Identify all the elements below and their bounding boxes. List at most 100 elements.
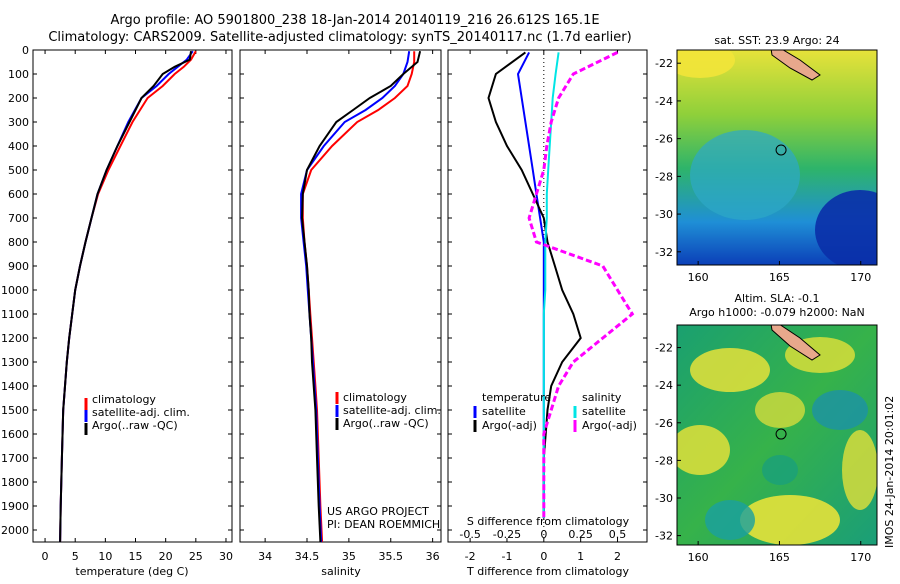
temperature-xlabel: temperature (deg C) bbox=[75, 565, 188, 578]
x-tick-label: 34 bbox=[258, 550, 272, 563]
temperature-panel: 0 5 10 15 20 25 300100200300400500600700800900… bbox=[1, 44, 233, 578]
lat-tick-label: -24 bbox=[655, 379, 673, 392]
x-tick-label: 35.5 bbox=[379, 550, 404, 563]
land-mass bbox=[770, 50, 821, 81]
sst-map: sat. SST: 23.9 Argo: 24 160 165 170 -22 -24 -… bbox=[655, 34, 878, 284]
legend-argo: Argo(..raw -QC) bbox=[343, 417, 429, 430]
y-tick-label: 800 bbox=[8, 236, 29, 249]
legend-s-argo: Argo(-adj) bbox=[582, 419, 637, 432]
temperature-legend: climatology satellite-adj. clim. Argo(..… bbox=[84, 393, 190, 435]
legend-t-argo: Argo(-adj) bbox=[482, 419, 537, 432]
x-tick-label: -2 bbox=[465, 550, 476, 563]
y-tick-label: 700 bbox=[8, 212, 29, 225]
x-tick-label: 30 bbox=[219, 550, 233, 563]
lat-tick-label: -28 bbox=[655, 170, 673, 183]
x-tick-label: 1 bbox=[577, 550, 584, 563]
x-tick-label: 25 bbox=[189, 550, 203, 563]
salinity-plot-frame bbox=[239, 49, 442, 543]
y-tick-label: 300 bbox=[8, 116, 29, 129]
legend-s-satellite: satellite bbox=[582, 405, 626, 418]
sla-map: Altim. SLA: -0.1 Argo h1000: -0.079 h200… bbox=[655, 292, 878, 564]
lon-tick-label: 170 bbox=[850, 551, 871, 564]
lat-tick-label: -30 bbox=[655, 492, 673, 505]
legend-t-satellite: satellite bbox=[482, 405, 526, 418]
series-line-argo--adj- bbox=[527, 51, 635, 518]
y-tick-label: 200 bbox=[8, 92, 29, 105]
y-tick-label: 1400 bbox=[1, 380, 29, 393]
legend-climatology: climatology bbox=[343, 391, 407, 404]
y-tick-label: 1500 bbox=[1, 404, 29, 417]
sla-map-title-1: Altim. SLA: -0.1 bbox=[734, 292, 819, 305]
lon-tick-label: 165 bbox=[769, 551, 790, 564]
lon-tick-label: 160 bbox=[688, 271, 709, 284]
x2-tick-label: -0.25 bbox=[493, 528, 521, 541]
x-tick-label: 20 bbox=[159, 550, 173, 563]
y-tick-label: 1100 bbox=[1, 308, 29, 321]
y-tick-label: 1800 bbox=[1, 476, 29, 489]
sla-map-frame bbox=[676, 324, 878, 546]
series-line-satellite bbox=[516, 51, 545, 518]
x-tick-label: 10 bbox=[98, 550, 112, 563]
header-line2: Climatology: CARS2009. Satellite-adjuste… bbox=[48, 30, 631, 45]
series-line-argo---raw--qc- bbox=[300, 50, 422, 543]
lat-tick-label: -26 bbox=[655, 417, 673, 430]
x-tick-label: 15 bbox=[129, 550, 143, 563]
s-difference-label: S difference from climatology bbox=[467, 515, 630, 528]
y-tick-label: 400 bbox=[8, 140, 29, 153]
legend-satellite: satellite-adj. clim. bbox=[343, 404, 441, 417]
sst-map-frame bbox=[676, 49, 878, 266]
sst-map-title: sat. SST: 23.9 Argo: 24 bbox=[714, 34, 839, 47]
lon-tick-label: 165 bbox=[769, 271, 790, 284]
lat-tick-label: -26 bbox=[655, 133, 673, 146]
x2-tick-label: 0.25 bbox=[568, 528, 593, 541]
sst-map-field bbox=[677, 50, 877, 265]
series-line-satellite-adj--clim- bbox=[59, 50, 194, 543]
difference-plot-frame bbox=[447, 49, 648, 543]
x-tick-label: 0 bbox=[540, 550, 547, 563]
x2-tick-label: -0.5 bbox=[459, 528, 480, 541]
x-tick-label: 0 bbox=[42, 550, 49, 563]
y-tick-label: 1000 bbox=[1, 284, 29, 297]
series-line-argo---raw--qc- bbox=[59, 51, 192, 543]
lat-tick-label: -32 bbox=[655, 530, 673, 543]
x-tick-label: 2 bbox=[614, 550, 621, 563]
y-tick-label: 2000 bbox=[1, 524, 29, 537]
x2-tick-label: 0.5 bbox=[609, 528, 627, 541]
series-line-climatology bbox=[301, 51, 416, 543]
y-tick-label: 0 bbox=[22, 44, 29, 57]
land-mass bbox=[770, 325, 821, 361]
lon-tick-label: 170 bbox=[850, 271, 871, 284]
lat-tick-label: -30 bbox=[655, 208, 673, 221]
salinity-legend: climatology satellite-adj. clim. Argo(..… bbox=[335, 391, 441, 430]
series-line-argo--adj- bbox=[487, 51, 582, 518]
y-tick-label: 1900 bbox=[1, 500, 29, 513]
legend-satellite: satellite-adj. clim. bbox=[92, 406, 190, 419]
y-tick-label: 1300 bbox=[1, 356, 29, 369]
difference-legend: temperature salinity satellite Argo(-adj… bbox=[473, 391, 637, 432]
salinity-panel: 34 34.5 35 35.5 36 salinity climatology sate… bbox=[239, 49, 442, 578]
y-tick-label: 500 bbox=[8, 164, 29, 177]
y-tick-label: 1700 bbox=[1, 452, 29, 465]
t-difference-label: T difference from climatology bbox=[466, 565, 629, 578]
y-tick-label: 1600 bbox=[1, 428, 29, 441]
project-annotation-2: PI: DEAN ROEMMICH bbox=[327, 518, 440, 531]
legend-title-salinity: salinity bbox=[582, 391, 622, 404]
lat-tick-label: -22 bbox=[655, 57, 673, 70]
salinity-xlabel: salinity bbox=[321, 565, 361, 578]
series-line-satellite bbox=[542, 52, 560, 518]
lat-tick-label: -24 bbox=[655, 95, 673, 108]
sla-map-field bbox=[677, 325, 877, 545]
x-tick-label: 34.5 bbox=[295, 550, 320, 563]
x-tick-label: 5 bbox=[72, 550, 79, 563]
legend-argo: Argo(..raw -QC) bbox=[92, 419, 178, 432]
argo-location-marker bbox=[775, 144, 787, 156]
lon-tick-label: 160 bbox=[688, 551, 709, 564]
temperature-plot-frame bbox=[32, 49, 233, 543]
x-tick-label: 36 bbox=[426, 550, 440, 563]
project-annotation-1: US ARGO PROJECT bbox=[327, 505, 429, 518]
y-tick-label: 600 bbox=[8, 188, 29, 201]
header-line1: Argo profile: AO 5901800_238 18-Jan-2014… bbox=[110, 13, 599, 28]
lat-tick-label: -22 bbox=[655, 342, 673, 355]
